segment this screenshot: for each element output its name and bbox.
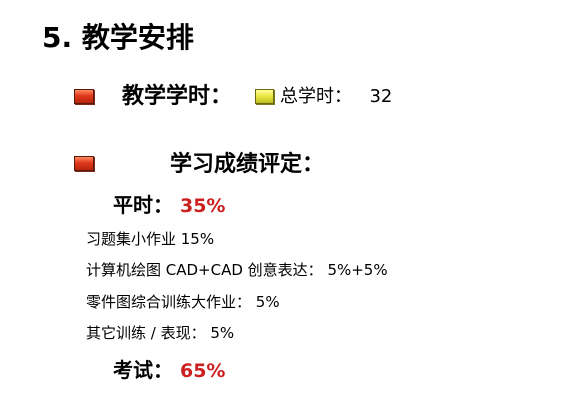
page-title: 5. 教学安排 — [42, 21, 194, 54]
total-hours-text: 总学时： 32 — [280, 84, 392, 110]
total-hours-label: 总学时： — [280, 86, 352, 107]
list-item: 其它训练 / 表现： 5% — [86, 324, 235, 342]
regular-score-line: 平时： 35% — [113, 191, 225, 220]
list-item: 习题集小作业 15% — [86, 230, 215, 248]
regular-label: 平时： — [113, 193, 173, 217]
red-square-bullet-icon — [74, 89, 94, 104]
total-hours-value: 32 — [369, 86, 393, 107]
exam-label: 考试： — [113, 358, 173, 382]
list-item: 计算机绘图 CAD+CAD 创意表达： 5%+5% — [86, 261, 388, 279]
exam-percent: 65% — [179, 360, 226, 382]
list-item: 零件图综合训练大作业： 5% — [86, 293, 280, 311]
teaching-hours-label: 教学学时： — [122, 84, 233, 109]
exam-score-line: 考试： 65% — [113, 356, 225, 385]
red-square-bullet-icon — [74, 156, 94, 171]
grading-title: 学习成绩评定： — [170, 152, 325, 177]
yellow-square-bullet-icon — [255, 89, 274, 104]
regular-percent: 35% — [179, 195, 226, 217]
